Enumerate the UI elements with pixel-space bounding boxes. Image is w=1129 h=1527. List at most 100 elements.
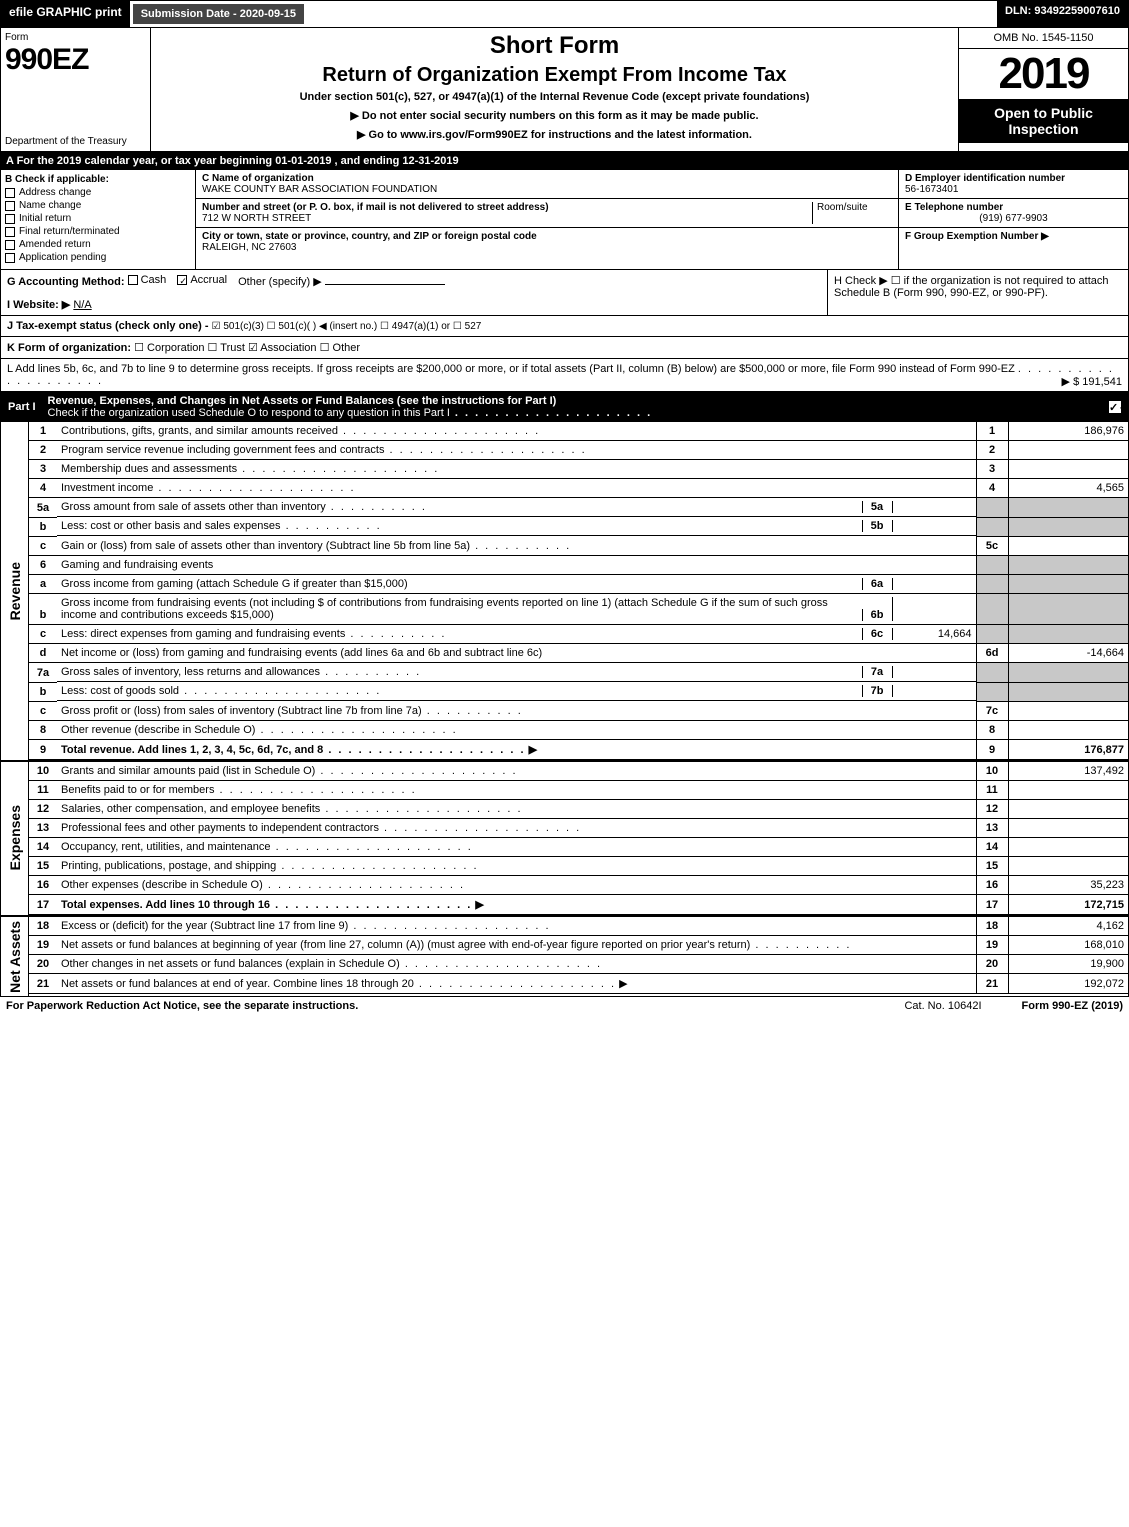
- city-label: City or town, state or province, country…: [202, 231, 537, 242]
- tax-exempt-opts: ☑ 501(c)(3) ☐ 501(c)( ) ◀ (insert no.) ☐…: [212, 321, 482, 332]
- address-label: Number and street (or P. O. box, if mail…: [202, 202, 549, 213]
- line-6b: bGross income from fundraising events (n…: [29, 594, 1128, 625]
- irs-link[interactable]: ▶ Go to www.irs.gov/Form990EZ for instru…: [155, 128, 954, 141]
- chk-address-change[interactable]: Address change: [5, 187, 191, 198]
- line-6c: cLess: direct expenses from gaming and f…: [29, 625, 1128, 644]
- line-14: 14Occupancy, rent, utilities, and mainte…: [29, 837, 1128, 856]
- line-17: 17Total expenses. Add lines 10 through 1…: [29, 894, 1128, 914]
- gross-receipts: ▶ $ 191,541: [1062, 375, 1122, 388]
- form-org-label: K Form of organization:: [7, 342, 131, 354]
- tax-exempt-label: J Tax-exempt status (check only one) -: [7, 320, 209, 332]
- tax-year: 2019: [959, 49, 1128, 99]
- chk-label: Name change: [19, 200, 81, 211]
- efile-label: efile GRAPHIC print: [1, 1, 130, 27]
- line-21: 21Net assets or fund balances at end of …: [29, 973, 1128, 993]
- part1-checkbox[interactable]: ✓: [1109, 401, 1121, 413]
- part1-header: Part I Revenue, Expenses, and Changes in…: [0, 392, 1129, 422]
- line-5b: bLess: cost or other basis and sales exp…: [29, 517, 1128, 536]
- form-footer-label: Form 990-EZ (2019): [1022, 1000, 1123, 1012]
- expenses-side-label: Expenses: [1, 762, 29, 915]
- net-assets-section: Net Assets 18Excess or (deficit) for the…: [0, 915, 1129, 998]
- period-row: A For the 2019 calendar year, or tax yea…: [0, 152, 1129, 170]
- section-h: H Check ▶ ☐ if the organization is not r…: [828, 270, 1128, 315]
- line-16: 16Other expenses (describe in Schedule O…: [29, 875, 1128, 894]
- line-20: 20Other changes in net assets or fund ba…: [29, 954, 1128, 973]
- department: Department of the Treasury: [5, 136, 127, 147]
- form-header: Form 990EZ Department of the Treasury Sh…: [0, 28, 1129, 152]
- line-5a: 5aGross amount from sale of assets other…: [29, 498, 1128, 518]
- line-15: 15Printing, publications, postage, and s…: [29, 856, 1128, 875]
- line-7c: cGross profit or (loss) from sales of in…: [29, 701, 1128, 720]
- chk-application-pending[interactable]: Application pending: [5, 252, 191, 263]
- line-5c: cGain or (loss) from sale of assets othe…: [29, 536, 1128, 555]
- city-state-zip: RALEIGH, NC 27603: [202, 242, 297, 253]
- ein-label: D Employer identification number: [905, 173, 1065, 184]
- omb-number: OMB No. 1545-1150: [959, 28, 1128, 49]
- chk-label: Accrual: [190, 274, 227, 286]
- part1-check-label: Check if the organization used Schedule …: [48, 407, 450, 419]
- top-bar: efile GRAPHIC print Submission Date - 20…: [0, 0, 1129, 28]
- sections-g-h: G Accounting Method: Cash Accrual Other …: [0, 270, 1129, 316]
- header-center: Short Form Return of Organization Exempt…: [151, 28, 958, 151]
- form-org-opts: ☐ Corporation ☐ Trust ☑ Association ☐ Ot…: [134, 342, 360, 354]
- catalog-number: Cat. No. 10642I: [904, 1000, 981, 1012]
- line-7b: bLess: cost of goods sold7b: [29, 682, 1128, 701]
- chk-initial-return[interactable]: Initial return: [5, 213, 191, 224]
- line-8: 8Other revenue (describe in Schedule O)8: [29, 720, 1128, 739]
- chk-accrual[interactable]: Accrual: [177, 274, 227, 286]
- line-10: 10Grants and similar amounts paid (list …: [29, 762, 1128, 781]
- part1-title: Revenue, Expenses, and Changes in Net As…: [48, 395, 1097, 419]
- line-1: 1Contributions, gifts, grants, and simil…: [29, 422, 1128, 441]
- section-e: E Telephone number (919) 677-9903: [899, 199, 1128, 228]
- expenses-section: Expenses 10Grants and similar amounts pa…: [0, 760, 1129, 915]
- chk-cash[interactable]: Cash: [128, 274, 167, 286]
- group-exemption-label: F Group Exemption Number ▶: [905, 231, 1049, 242]
- website-label: I Website: ▶: [7, 299, 70, 311]
- section-l-text: L Add lines 5b, 6c, and 7b to line 9 to …: [7, 363, 1015, 375]
- section-g: G Accounting Method: Cash Accrual Other …: [1, 270, 828, 315]
- chk-label: Amended return: [19, 239, 91, 250]
- website-value: N/A: [73, 299, 91, 311]
- revenue-table: 1Contributions, gifts, grants, and simil…: [29, 422, 1128, 760]
- line-6a: aGross income from gaming (attach Schedu…: [29, 574, 1128, 594]
- org-name-row: C Name of organization WAKE COUNTY BAR A…: [196, 170, 898, 199]
- accounting-label: G Accounting Method:: [7, 276, 125, 288]
- section-c: C Name of organization WAKE COUNTY BAR A…: [196, 170, 898, 269]
- form-label: Form: [5, 32, 146, 43]
- line-9: 9Total revenue. Add lines 1, 2, 3, 4, 5c…: [29, 739, 1128, 759]
- section-f: F Group Exemption Number ▶: [899, 228, 1128, 245]
- short-form-title: Short Form: [155, 32, 954, 60]
- chk-amended-return[interactable]: Amended return: [5, 239, 191, 250]
- org-name-label: C Name of organization: [202, 173, 314, 184]
- revenue-side-label: Revenue: [1, 422, 29, 760]
- line-11: 11Benefits paid to or for members11: [29, 780, 1128, 799]
- chk-final-return[interactable]: Final return/terminated: [5, 226, 191, 237]
- phone-label: E Telephone number: [905, 202, 1003, 213]
- net-assets-table: 18Excess or (deficit) for the year (Subt…: [29, 917, 1128, 994]
- line-18: 18Excess or (deficit) for the year (Subt…: [29, 917, 1128, 936]
- chk-name-change[interactable]: Name change: [5, 200, 191, 211]
- subtitle: Under section 501(c), 527, or 4947(a)(1)…: [155, 91, 954, 103]
- identity-block: B Check if applicable: Address change Na…: [0, 170, 1129, 270]
- phone-value: (919) 677-9903: [905, 213, 1122, 224]
- expenses-table: 10Grants and similar amounts paid (list …: [29, 762, 1128, 915]
- line-3: 3Membership dues and assessments3: [29, 460, 1128, 479]
- dln-label: DLN: 93492259007610: [997, 1, 1128, 27]
- net-assets-side-label: Net Assets: [1, 917, 29, 997]
- section-j: J Tax-exempt status (check only one) - ☑…: [0, 316, 1129, 337]
- part1-title-text: Revenue, Expenses, and Changes in Net As…: [48, 395, 557, 407]
- room-suite: Room/suite: [812, 202, 892, 224]
- chk-label: Final return/terminated: [19, 226, 120, 237]
- line-7a: 7aGross sales of inventory, less returns…: [29, 663, 1128, 683]
- org-name: WAKE COUNTY BAR ASSOCIATION FOUNDATION: [202, 184, 437, 195]
- ein-value: 56-1673401: [905, 184, 958, 195]
- dots: [450, 407, 652, 419]
- chk-label: Initial return: [19, 213, 71, 224]
- part1-num: Part I: [8, 401, 36, 413]
- chk-label: Address change: [19, 187, 91, 198]
- section-k: K Form of organization: ☐ Corporation ☐ …: [0, 337, 1129, 359]
- return-title: Return of Organization Exempt From Incom…: [155, 64, 954, 87]
- header-left: Form 990EZ Department of the Treasury: [1, 28, 151, 151]
- address-row: Number and street (or P. O. box, if mail…: [196, 199, 898, 228]
- open-public: Open to Public Inspection: [959, 99, 1128, 143]
